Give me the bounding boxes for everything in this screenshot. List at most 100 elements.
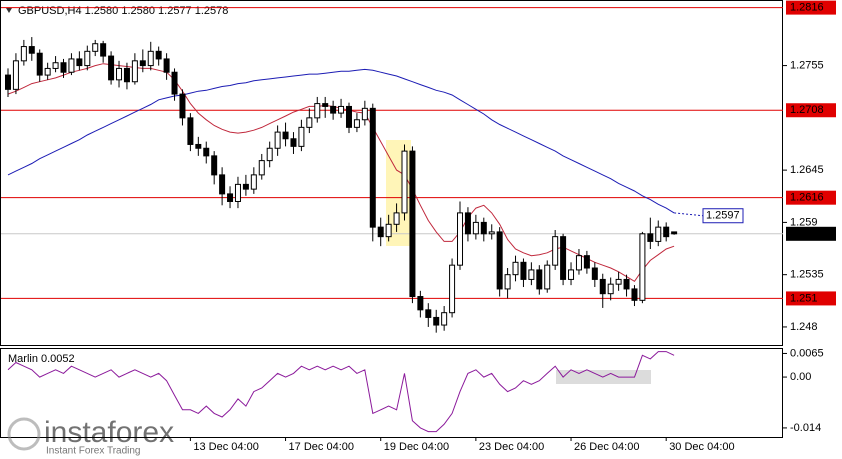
x-tick-label: 26 Dec 04:00 [574, 441, 639, 453]
candle-body [131, 60, 138, 83]
candle-body [409, 150, 416, 298]
candle-body [314, 103, 321, 119]
candle-body [139, 60, 146, 67]
y-tick-label: 0.00 [790, 371, 811, 383]
candle-body [203, 147, 210, 157]
candle-body [449, 264, 456, 314]
y-tick-label: 1.248 [790, 321, 818, 333]
candle-body [385, 223, 392, 238]
candle-body [591, 267, 598, 280]
level-label-box [786, 291, 836, 306]
candle-body [84, 50, 91, 67]
level-label-box [786, 0, 836, 15]
chart-title: GBPUSD,H4 1.2580 1.2580 1.2577 1.2578 [18, 5, 228, 17]
x-tick-label: 19 Dec 04:00 [384, 441, 449, 453]
x-tick-label: 23 Dec 04:00 [479, 441, 544, 453]
watermark-logo [7, 417, 41, 451]
level-label: 1.2616 [790, 192, 824, 204]
candle-body [123, 67, 130, 83]
candle-body [607, 283, 614, 295]
candle-body [377, 226, 384, 238]
candle-body [12, 60, 19, 90]
candle-body [647, 233, 654, 242]
x-tick-label: 17 Dec 04:00 [289, 441, 354, 453]
candle-body [464, 212, 471, 235]
candle-body [242, 183, 249, 190]
candle-body [528, 269, 535, 280]
y-tick-label: 0.0065 [790, 347, 824, 359]
candle-body [544, 264, 551, 290]
projection-box [702, 208, 744, 224]
price-panel-frame [0, 0, 783, 346]
x-tick-label: 30 Dec 04:00 [669, 441, 734, 453]
candle-body [211, 155, 218, 176]
indicator-title: Marlin 0.0052 [8, 353, 75, 365]
candle-body [5, 74, 11, 90]
candle-body [298, 126, 305, 147]
candle-body [488, 231, 495, 235]
candle-body [155, 50, 162, 60]
candle-body [536, 269, 543, 290]
candle-body [187, 117, 194, 145]
candle-body [227, 193, 234, 202]
candle-body [560, 236, 567, 280]
candle-body [575, 255, 582, 271]
candle-body [353, 119, 360, 128]
candle-body [219, 174, 226, 195]
candle-body [306, 117, 313, 128]
candle-body [330, 105, 337, 114]
candle-body [599, 278, 606, 295]
candle-body [583, 255, 590, 269]
level-label: 1.251 [790, 292, 818, 304]
candle-body [417, 296, 424, 311]
candle-body [433, 316, 440, 326]
candle-body [44, 67, 51, 76]
candle-body [401, 150, 408, 214]
candle-body [615, 278, 622, 285]
y-tick-label: 1.259 [790, 216, 818, 228]
candle-body [100, 43, 107, 57]
candle-body [28, 46, 35, 54]
candle-body [92, 43, 99, 52]
candle-body [68, 58, 75, 73]
candle-body [234, 183, 241, 202]
candle-body [290, 138, 297, 147]
candle-body [52, 62, 59, 69]
candle-body [512, 261, 519, 276]
candle-body [496, 231, 503, 290]
level-label-box [786, 190, 836, 205]
candle-body [520, 261, 527, 280]
candle-body [671, 231, 678, 235]
candle-body [195, 143, 202, 149]
candle-body [623, 278, 630, 290]
y-tick-label: 1.2535 [790, 269, 824, 281]
y-tick-label: 1.2645 [790, 164, 824, 176]
projection-label: 1.2597 [706, 210, 740, 222]
candle-body [20, 46, 27, 62]
candle-body [250, 174, 257, 190]
level-label: 1.2708 [790, 104, 824, 116]
candle-body [266, 147, 273, 162]
candle-body [504, 274, 511, 290]
projection-line [674, 212, 704, 217]
candle-body [116, 67, 123, 81]
candle-body [147, 50, 154, 67]
candle-body [60, 62, 67, 73]
candle-body [663, 226, 670, 238]
indicator-panel-frame [0, 348, 783, 438]
last-price-box [786, 226, 836, 241]
candle-body [552, 236, 559, 266]
candle-body [631, 288, 638, 301]
candle-body [425, 309, 432, 318]
candle-body [568, 269, 575, 280]
candle-body [274, 131, 281, 149]
indicator-line [7, 351, 675, 433]
candle-body [76, 58, 83, 67]
candle-body [393, 212, 400, 225]
candle-body [361, 107, 368, 121]
candle-body [179, 93, 186, 119]
candle-body [441, 312, 448, 326]
candle-body [457, 212, 464, 266]
